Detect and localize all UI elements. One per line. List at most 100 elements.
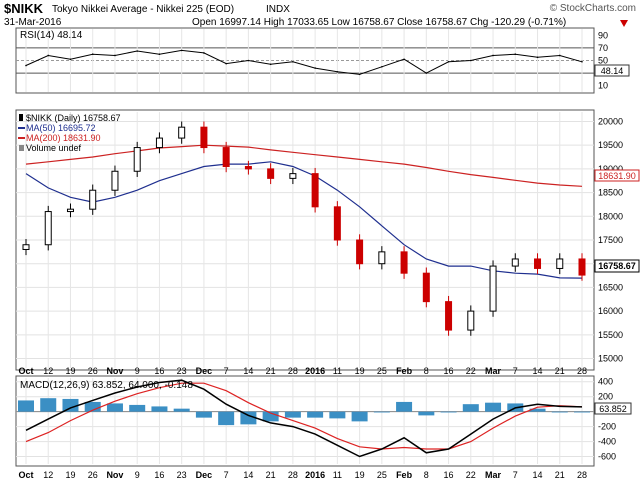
y-tick-label: 50 xyxy=(598,56,608,66)
x-tick-label: Nov xyxy=(106,470,123,480)
x-tick-label: 21 xyxy=(266,366,276,376)
x-tick-label: Dec xyxy=(196,366,213,376)
volume-icon xyxy=(19,145,24,151)
rsi-point xyxy=(136,50,138,52)
macd-histogram-bar xyxy=(240,411,257,425)
macd-histogram-bar xyxy=(329,411,346,419)
price-candle xyxy=(44,211,52,246)
y-tick-label: 16000 xyxy=(598,306,623,316)
macd-panel xyxy=(15,375,595,467)
macd-histogram-bar xyxy=(62,398,79,412)
x-tick-label: Feb xyxy=(396,470,413,480)
x-tick-label: 19 xyxy=(65,470,75,480)
price-candle xyxy=(422,272,430,303)
price-candle xyxy=(66,208,74,213)
symbol: $NIKK xyxy=(4,1,44,16)
y-tick-label: -200 xyxy=(598,422,616,432)
macd-value-badge xyxy=(594,402,632,415)
legend-ma200: MA(200) 18631.90 xyxy=(26,133,101,143)
macd-histogram-bar xyxy=(551,411,568,413)
rsi-point xyxy=(47,54,50,57)
x-tick-label: 11 xyxy=(333,366,342,376)
x-tick-label: 9 xyxy=(135,366,140,376)
macd-histogram-bar xyxy=(18,400,34,412)
rsi-point xyxy=(381,66,383,68)
x-tick-label: 16 xyxy=(154,366,164,376)
x-tick-label: 11 xyxy=(333,470,342,480)
price-candle xyxy=(534,258,542,269)
rsi-point xyxy=(536,56,539,59)
price-candle xyxy=(467,310,475,331)
rsi-value-text: 48.14 xyxy=(601,66,624,76)
x-tick-label: Oct xyxy=(18,366,33,376)
ma200-line xyxy=(25,144,583,187)
x-tick-label: 21 xyxy=(555,470,565,480)
x-tick-label: Nov xyxy=(106,366,123,376)
x-tick-label: 16 xyxy=(444,470,454,480)
y-tick-label: 15000 xyxy=(598,354,623,364)
chart-header: $NIKK Tokyo Nikkei Average - Nikkei 225 … xyxy=(4,1,636,28)
rsi-point xyxy=(203,52,205,54)
legend-ma50: MA(50) 16695.72 xyxy=(26,123,96,133)
rsi-value-badge xyxy=(594,64,630,77)
ma200-value-badge xyxy=(594,169,640,182)
price-candle xyxy=(111,170,119,191)
x-tick-label: 25 xyxy=(377,366,387,376)
x-tick-label: 7 xyxy=(224,366,229,376)
macd-histogram-bar xyxy=(574,411,590,413)
rsi-point xyxy=(358,73,361,76)
close-value-text: 16758.67 xyxy=(598,261,636,271)
rsi-point xyxy=(403,58,405,61)
macd-histogram-bar xyxy=(485,402,502,412)
macd-histogram-bar xyxy=(195,411,212,418)
x-tick-label: 28 xyxy=(288,366,298,376)
price-candle xyxy=(489,265,497,312)
y-tick-label: -400 xyxy=(598,437,616,447)
rsi-point xyxy=(514,53,517,55)
macd-histogram-bar xyxy=(307,411,324,418)
exchange-label: INDX xyxy=(266,4,290,15)
macd-histogram-bar xyxy=(218,411,235,426)
instrument-name: Tokyo Nikkei Average - Nikkei 225 (EOD) xyxy=(52,4,234,15)
x-tick-label: 2016 xyxy=(305,366,325,376)
x-tick-label: 14 xyxy=(533,470,543,480)
x-tick-label: 28 xyxy=(577,366,587,376)
x-tick-label: 7 xyxy=(224,470,229,480)
y-tick-label: 18500 xyxy=(598,188,623,198)
x-tick-label: Mar xyxy=(485,366,502,376)
x-tick-label: 8 xyxy=(424,470,429,480)
macd-histogram-bar xyxy=(40,398,57,412)
price-candle xyxy=(400,251,408,274)
x-tick-label: 14 xyxy=(533,366,543,376)
x-tick-label: 19 xyxy=(355,470,365,480)
x-tick-label: 7 xyxy=(513,470,518,480)
rsi-point xyxy=(269,63,272,66)
x-tick-label: 14 xyxy=(243,366,253,376)
x-tick-label: 28 xyxy=(288,470,298,480)
candlestick-icon xyxy=(19,114,23,121)
x-tick-label: Mar xyxy=(485,470,502,480)
price-candle xyxy=(378,251,386,265)
x-tick-label: 8 xyxy=(424,366,429,376)
price-candle xyxy=(578,258,586,276)
x-tick-label: 23 xyxy=(177,470,187,480)
y-tick-label: 10 xyxy=(598,81,608,91)
x-tick-label: 2016 xyxy=(305,470,325,480)
x-tick-label: Feb xyxy=(396,366,413,376)
price-candle xyxy=(133,147,141,172)
x-tick-label: 7 xyxy=(513,366,518,376)
x-axis: Oct Oct 12 12 19 19 26 26 Nov Nov 9 9 16 16 23 23 Dec Dec… xyxy=(18,366,587,480)
macd-histogram-bar xyxy=(106,403,123,412)
price-candle xyxy=(311,173,319,208)
rsi-point xyxy=(114,54,116,57)
x-tick-label: 12 xyxy=(43,366,53,376)
rsi-point xyxy=(447,60,450,63)
x-tick-label: 23 xyxy=(177,366,187,376)
rsi-point xyxy=(425,72,428,74)
rsi-point xyxy=(247,59,250,62)
rsi-point xyxy=(69,58,72,61)
x-tick-label: Oct xyxy=(18,470,33,480)
x-tick-label: 25 xyxy=(377,470,387,480)
y-tick-label: 17500 xyxy=(598,235,623,245)
